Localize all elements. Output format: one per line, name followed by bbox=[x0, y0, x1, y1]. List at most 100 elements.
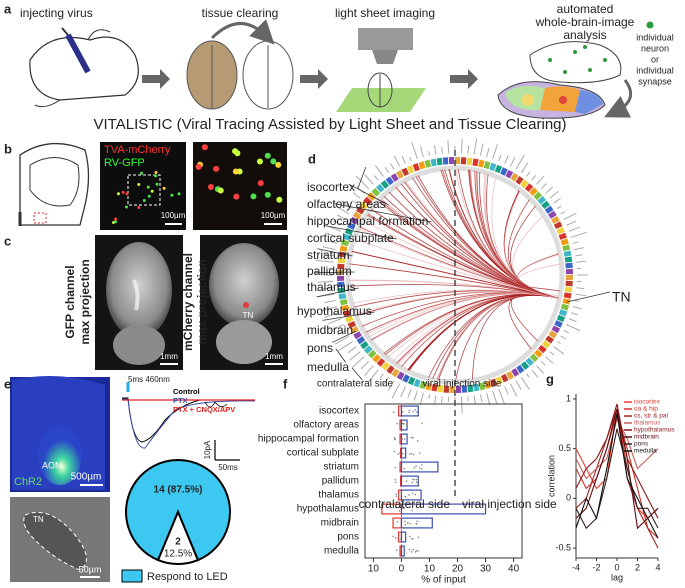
projection-link bbox=[383, 196, 559, 299]
pie-label: 14 (87.5%) bbox=[154, 485, 203, 496]
ring-bar bbox=[409, 156, 412, 162]
ring-bar bbox=[316, 259, 334, 263]
ring-segment bbox=[413, 378, 421, 388]
ring-bar bbox=[367, 369, 379, 384]
y-tick-label: olfactory areas bbox=[293, 420, 359, 431]
cell bbox=[147, 194, 151, 198]
y-tick-label: cortical subplate bbox=[287, 448, 360, 459]
sample-dot bbox=[399, 452, 401, 454]
stain-label: TVA-mCherry bbox=[104, 144, 171, 156]
ring-bar bbox=[360, 360, 370, 370]
ring-bar bbox=[557, 205, 562, 209]
ring-segment bbox=[460, 157, 467, 165]
region-label: hypothalamus bbox=[297, 304, 372, 318]
ring-segment bbox=[484, 380, 492, 389]
vertical-title: max projection bbox=[78, 259, 92, 344]
ring-bar bbox=[401, 155, 406, 164]
ring-bar bbox=[320, 306, 338, 312]
region-label: pons bbox=[307, 341, 333, 355]
sample-dot bbox=[408, 548, 411, 551]
x-tick-label: 2 bbox=[635, 562, 640, 572]
bar bbox=[400, 433, 408, 445]
ring-segment bbox=[337, 275, 345, 282]
ring-bar bbox=[566, 324, 581, 332]
ring-segment bbox=[363, 345, 373, 354]
ring-segment bbox=[494, 164, 503, 174]
ring-bar bbox=[576, 287, 585, 290]
ring-bar bbox=[333, 324, 344, 330]
ring-bar bbox=[441, 396, 443, 403]
sample-dot bbox=[395, 493, 397, 496]
ring-segment bbox=[455, 385, 462, 393]
ring-bar bbox=[486, 147, 490, 158]
ring-bar bbox=[387, 380, 395, 391]
y-tick-label: -0.5 bbox=[555, 542, 571, 552]
ring-bar bbox=[560, 335, 567, 340]
y-tick-label: 1 bbox=[566, 393, 571, 403]
ring-segment bbox=[337, 281, 345, 288]
ring-bar bbox=[473, 137, 478, 155]
ring-segment bbox=[449, 385, 455, 393]
legend-text: isocortex bbox=[634, 399, 661, 406]
ring-bar bbox=[479, 143, 484, 156]
marker-label: TN bbox=[243, 311, 254, 320]
region-label: striatum bbox=[307, 248, 350, 262]
region-label: olfactory areas bbox=[307, 197, 386, 211]
sample-dot bbox=[416, 440, 419, 442]
leader-line bbox=[322, 311, 375, 321]
sample-dot bbox=[410, 538, 413, 540]
ring-segment bbox=[424, 159, 432, 168]
ring-bar bbox=[428, 151, 431, 156]
leader-line bbox=[348, 183, 389, 206]
pie-label: 12.5% bbox=[164, 549, 192, 560]
ring-segment bbox=[363, 196, 372, 206]
ring-segment bbox=[343, 310, 352, 318]
scale-label: 100µm bbox=[261, 211, 286, 220]
ring-bar bbox=[509, 157, 516, 167]
panel-label: e bbox=[4, 376, 11, 391]
y-tick-label: pons bbox=[337, 532, 359, 543]
ring-segment bbox=[551, 216, 560, 224]
ring-bar bbox=[349, 351, 361, 361]
ring-segment bbox=[553, 221, 563, 230]
ring-bar bbox=[434, 395, 437, 404]
ring-bar bbox=[570, 231, 587, 238]
ring-bar bbox=[419, 392, 424, 405]
sample-dot bbox=[401, 422, 404, 425]
legend-text: individual bbox=[636, 65, 674, 75]
cell bbox=[137, 205, 141, 209]
sample-dot bbox=[411, 478, 414, 481]
ring-segment bbox=[442, 157, 449, 165]
pie-slice bbox=[156, 509, 200, 565]
ring-segment bbox=[565, 268, 573, 275]
sample-dot bbox=[409, 535, 411, 538]
ring-bar bbox=[334, 335, 350, 345]
x-tick-label: 0 bbox=[399, 564, 405, 575]
sample-dot bbox=[395, 481, 397, 484]
cell bbox=[155, 182, 159, 186]
sample-dot bbox=[400, 492, 403, 495]
cell bbox=[146, 185, 150, 189]
cell bbox=[137, 182, 141, 186]
leader-line bbox=[315, 271, 355, 274]
ring-segment bbox=[541, 200, 550, 210]
leader-line bbox=[335, 348, 347, 363]
ring-bar bbox=[411, 142, 418, 160]
sample-dot bbox=[408, 453, 411, 455]
cell bbox=[257, 180, 264, 187]
ring-bar bbox=[560, 211, 566, 215]
bar bbox=[392, 517, 403, 529]
leader-line bbox=[566, 291, 611, 303]
scale-label: 1mm bbox=[265, 352, 283, 361]
ring-bar bbox=[391, 383, 401, 399]
legend-text: synapse bbox=[638, 76, 672, 86]
leader-line bbox=[357, 166, 367, 189]
ring-bar bbox=[536, 175, 545, 185]
ring-segment bbox=[359, 201, 369, 210]
ring-segment bbox=[500, 373, 509, 383]
sample-dot bbox=[395, 549, 398, 551]
sample-dot bbox=[396, 422, 398, 425]
ring-segment bbox=[467, 384, 474, 393]
ring-segment bbox=[511, 368, 520, 377]
ring-bar bbox=[515, 154, 525, 170]
